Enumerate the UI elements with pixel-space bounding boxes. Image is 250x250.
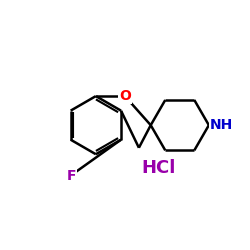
Text: HCl: HCl	[141, 159, 176, 177]
Text: F: F	[66, 169, 76, 183]
Text: O: O	[119, 89, 131, 103]
Text: NH: NH	[210, 118, 233, 132]
